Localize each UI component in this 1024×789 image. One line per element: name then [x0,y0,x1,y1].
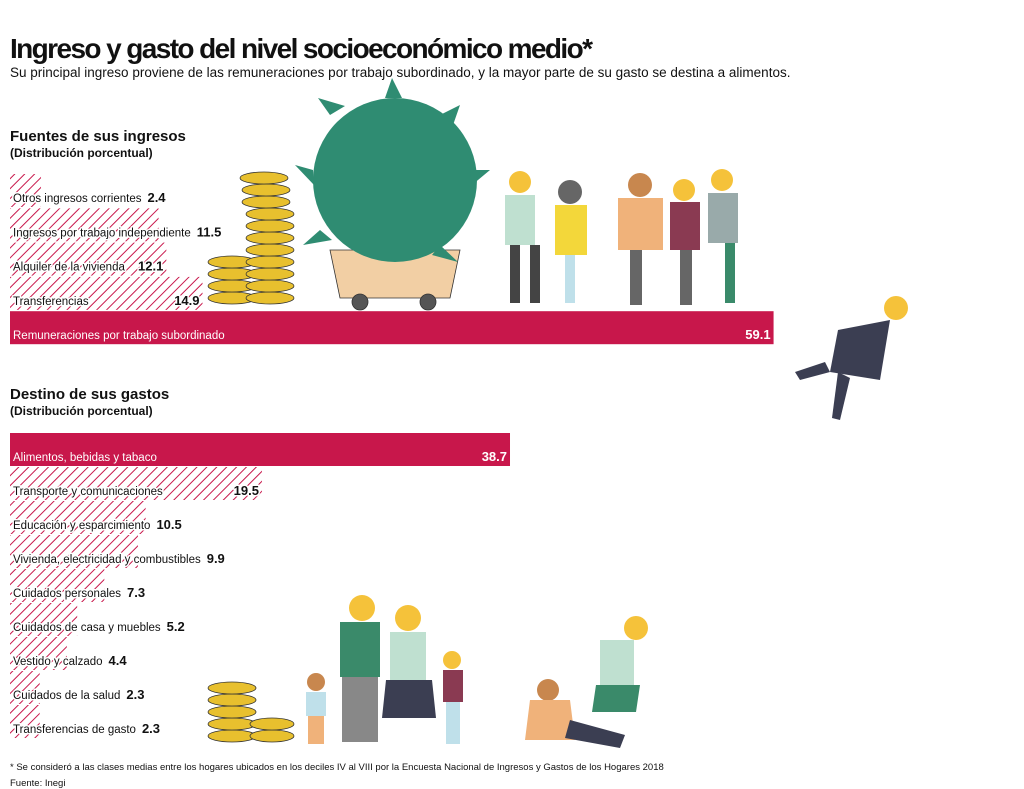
value-label: 14.9 [174,293,199,308]
bar [10,242,167,276]
bar-label: Transferencias [13,296,89,308]
bar-label: Otros ingresos corrientes [13,193,142,205]
value-label: 59.1 [745,327,770,342]
bar-label: Educación y esparcimiento [13,520,150,532]
value-label: 2.3 [142,721,160,736]
page-title: Ingreso y gasto del nivel socioeconómico… [10,33,593,64]
value-label: 4.4 [109,653,128,668]
page-subtitle: Su principal ingreso proviene de las rem… [10,65,790,80]
bar [10,671,40,704]
footnote: * Se consideró a las clases medias entre… [10,762,664,773]
bar-label: Vivienda, electricidad y combustibles [13,554,201,566]
bar [10,433,511,466]
bar [10,569,105,602]
value-label: 7.3 [127,585,145,600]
value-label: 2.3 [126,687,144,702]
bar-label: Cuidados de casa y muebles [13,622,161,634]
bar [10,276,203,310]
value-label: 9.9 [207,551,225,566]
illustration [207,78,908,748]
bar-label: Remuneraciones por trabajo subordinado [13,330,225,342]
value-label: 2.4 [147,190,166,205]
value-label: 38.7 [482,449,507,464]
bar [10,637,67,670]
bar [10,603,78,636]
chart-subtitle: (Distribución porcentual) [10,146,153,160]
bar [10,208,159,242]
source: Fuente: Inegi [10,778,65,789]
bar-label: Alimentos, bebidas y tabaco [13,452,157,464]
bar-label: Transporte y comunicaciones [13,486,163,498]
chart-title: Destino de sus gastos [10,386,169,403]
bar-label: Cuidados personales [13,588,121,600]
bar [10,535,138,568]
value-label: 19.5 [234,483,259,498]
bar [10,501,146,534]
bar-label: Vestido y calzado [13,656,103,668]
bar-label: Cuidados de la salud [13,690,120,702]
chart-subtitle: (Distribución porcentual) [10,404,153,418]
bar-label: Ingresos por trabajo independiente [13,227,191,239]
bar [10,467,262,500]
bar-label: Alquiler de la vivienda [13,262,125,274]
value-label: 5.2 [167,619,185,634]
bar [10,311,774,345]
bar [10,705,40,738]
value-label: 12.1 [138,259,163,274]
bar [10,174,42,207]
value-label: 11.5 [197,224,222,239]
chart-title: Fuentes de sus ingresos [10,128,186,145]
value-label: 10.5 [156,517,181,532]
bar-label: Transferencias de gasto [13,724,136,736]
